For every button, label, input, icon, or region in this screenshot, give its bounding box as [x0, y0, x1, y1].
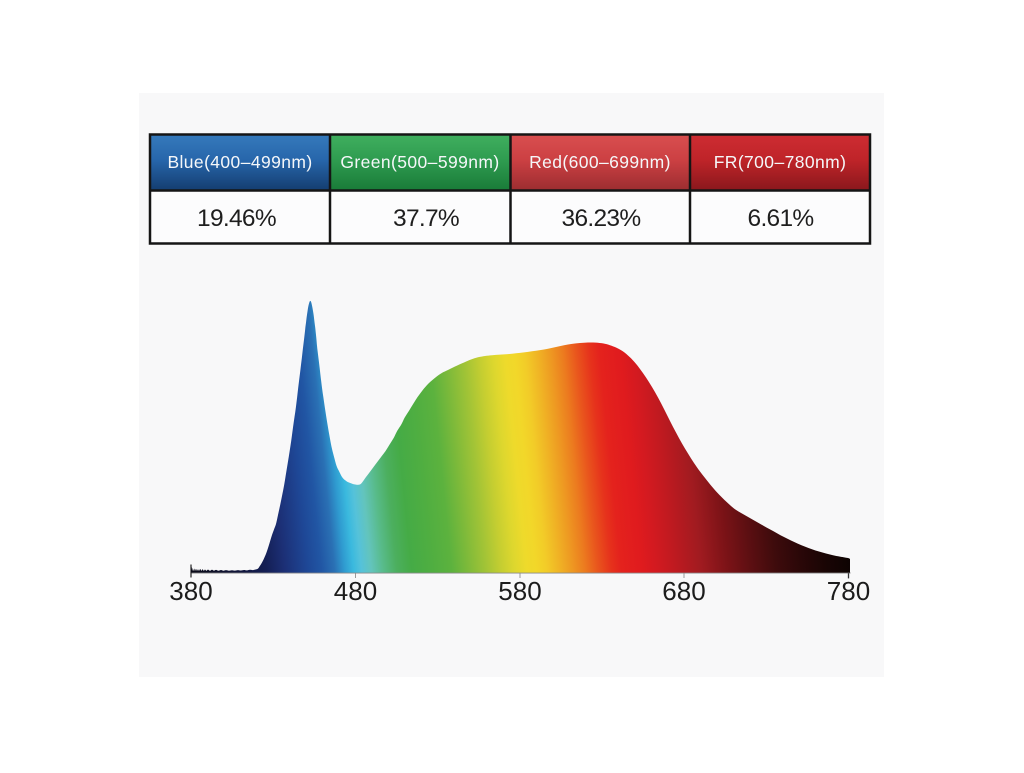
svg-text:37.7%: 37.7%: [393, 205, 459, 232]
svg-text:19.46%: 19.46%: [197, 205, 276, 232]
svg-text:Green(500–599nm): Green(500–599nm): [340, 152, 499, 172]
svg-text:680: 680: [662, 576, 705, 606]
svg-text:780: 780: [827, 576, 870, 606]
svg-text:6.61%: 6.61%: [748, 205, 814, 232]
svg-text:480: 480: [334, 576, 377, 606]
svg-text:36.23%: 36.23%: [562, 205, 641, 232]
svg-text:Blue(400–499nm): Blue(400–499nm): [167, 152, 312, 172]
svg-text:FR(700–780nm): FR(700–780nm): [714, 152, 847, 172]
svg-text:380: 380: [169, 576, 212, 606]
svg-text:580: 580: [498, 576, 541, 606]
svg-text:Red(600–699nm): Red(600–699nm): [529, 152, 671, 172]
